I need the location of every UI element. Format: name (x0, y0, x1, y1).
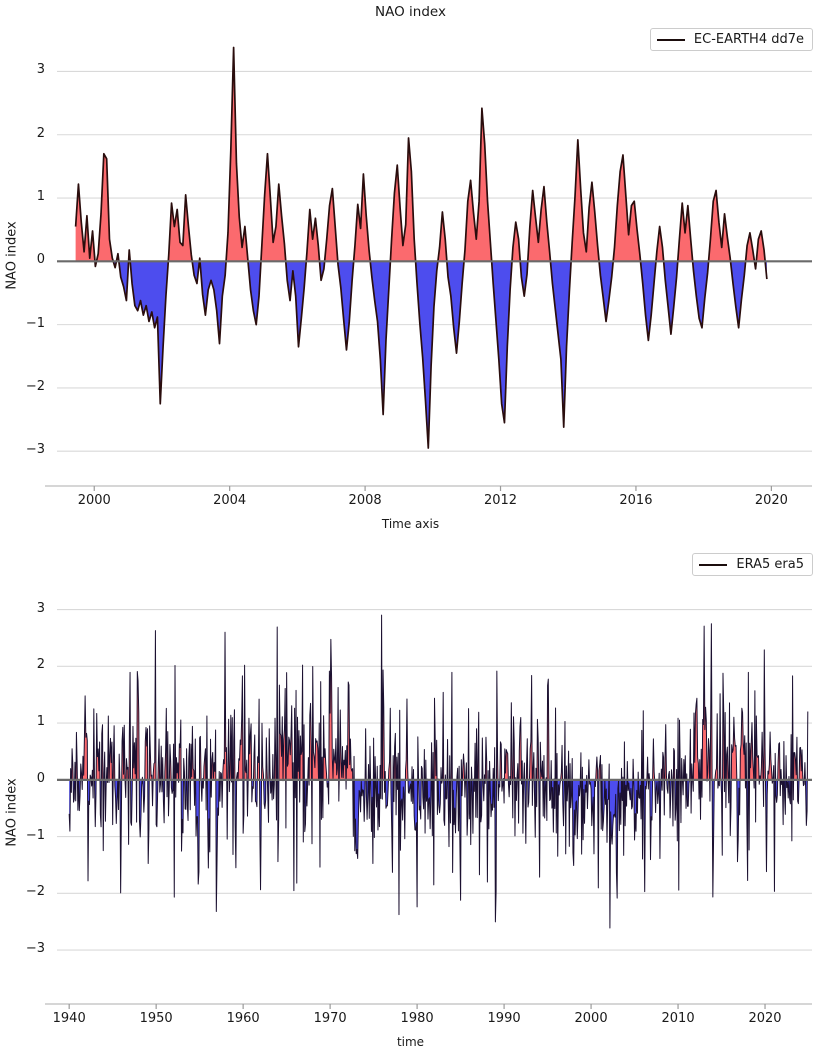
x-tick-label: 2008 (348, 493, 382, 508)
legend-label-top: EC-EARTH4 dd7e (693, 32, 804, 47)
x-tick-label: 2012 (483, 493, 518, 508)
x-axis-label-top: Time axis (381, 517, 440, 531)
y-tick-label: 0 (36, 252, 45, 268)
top-chart-svg (45, 46, 812, 491)
y-tick-label: −1 (25, 827, 45, 843)
x-tick-label: 2004 (213, 493, 247, 508)
y-tick-label: 1 (36, 714, 45, 730)
y-tick-label: 2 (36, 125, 45, 141)
y-tick-label: −2 (25, 378, 45, 394)
x-tick-label: 2000 (574, 1011, 608, 1026)
x-tick-label: 2020 (748, 1011, 782, 1026)
x-tick-label: 2020 (754, 493, 788, 508)
y-tick-label: 1 (36, 189, 45, 205)
y-tick-label: 3 (36, 62, 45, 78)
x-tick-label: 1980 (400, 1011, 434, 1026)
x-tick-label: 1990 (487, 1011, 521, 1026)
legend-bottom[interactable]: ERA5 era5 (692, 553, 813, 576)
legend-line-icon-bottom (699, 563, 728, 566)
chart-panel-bottom: ERA5 era5 NAO index time (0, 530, 821, 1060)
x-tick-label: 1940 (52, 1011, 86, 1026)
bottom-chart-svg (45, 609, 812, 1009)
legend-line-icon-top (656, 38, 685, 41)
x-tick-label: 2010 (661, 1011, 695, 1026)
x-tick-label: 1960 (226, 1011, 260, 1026)
y-tick-label: −2 (25, 884, 45, 900)
x-tick-label: 2016 (619, 493, 653, 508)
y-tick-label: −3 (25, 442, 45, 458)
x-tick-label: 1950 (139, 1011, 173, 1026)
x-tick-label: 1970 (313, 1011, 347, 1026)
y-tick-label: −3 (25, 941, 45, 957)
y-tick-label: 3 (36, 600, 45, 616)
figure-title: NAO index (375, 4, 446, 20)
chart-panel-top: EC-EARTH4 dd7e NAO index Time axis (5, 28, 813, 531)
x-axis-label-bottom: time (396, 1035, 425, 1049)
legend-label-bottom: ERA5 era5 (736, 557, 804, 572)
y-tick-label: 2 (36, 657, 45, 673)
x-tick-label: 2000 (77, 493, 111, 508)
legend-top[interactable]: EC-EARTH4 dd7e (649, 28, 813, 51)
y-tick-label: −1 (25, 315, 45, 331)
y-tick-label: 0 (36, 770, 45, 786)
